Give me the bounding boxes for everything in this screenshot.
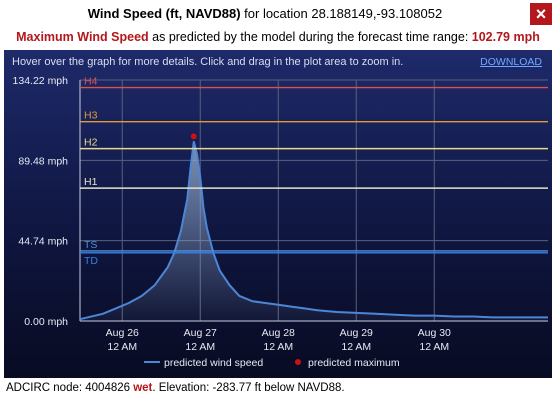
max-wind-text: as predicted by the model during the for… — [148, 30, 472, 44]
x-tick-time-3: 12 AM — [341, 341, 371, 353]
wind-speed-chart[interactable]: H4 H3 H2 H1 TS TD 0.00 mph 44.74 mph 89.48 mph 13… — [4, 50, 552, 378]
legend-label-wind-speed: predicted wind speed — [164, 357, 263, 369]
download-link[interactable]: DOWNLOAD — [480, 56, 542, 68]
x-tick-time-0: 12 AM — [107, 341, 137, 353]
wind-speed-area — [80, 141, 548, 321]
x-tick-date-1: Aug 27 — [184, 327, 217, 339]
x-tick-date-4: Aug 30 — [418, 327, 451, 339]
title-bar: Wind Speed (ft, NAVD88) for location 28.… — [0, 0, 556, 28]
threshold-label-td: TD — [84, 255, 98, 267]
x-tick-date-0: Aug 26 — [106, 327, 139, 339]
x-tick-time-1: 12 AM — [185, 341, 215, 353]
chart-panel[interactable]: Hover over the graph for more details. C… — [4, 50, 552, 378]
x-tick-time-4: 12 AM — [419, 341, 449, 353]
threshold-label-h3: H3 — [84, 110, 98, 122]
threshold-label-h1: H1 — [84, 176, 98, 188]
x-tick-time-2: 12 AM — [263, 341, 293, 353]
legend-swatch-max — [295, 359, 301, 365]
node-info: ADCIRC node: 4004826 wet. Elevation: -28… — [6, 382, 345, 394]
y-tick-label-2: 89.48 mph — [18, 155, 68, 167]
title-bold: Wind Speed (ft, NAVD88) — [87, 6, 241, 21]
wind-speed-line — [79, 141, 548, 321]
node-elevation: . Elevation: -283.77 ft below NAVD88. — [152, 382, 345, 394]
max-marker — [190, 133, 197, 140]
y-tick-label-3: 134.22 mph — [13, 75, 69, 87]
window-title: Wind Speed (ft, NAVD88) for location 28.… — [0, 6, 530, 21]
x-tick-date-3: Aug 29 — [340, 327, 373, 339]
y-tick-label-1: 44.74 mph — [18, 236, 68, 248]
max-wind-label: Maximum Wind Speed — [16, 30, 149, 44]
threshold-label-h4: H4 — [84, 76, 98, 88]
node-status: wet — [133, 382, 153, 394]
x-tick-date-2: Aug 28 — [262, 327, 295, 339]
threshold-label-ts: TS — [84, 239, 97, 251]
chart-hint: Hover over the graph for more details. C… — [12, 56, 404, 68]
title-location: for location 28.188149,-93.108052 — [240, 6, 443, 21]
node-prefix: ADCIRC node: 4004826 — [6, 382, 134, 394]
threshold-label-h2: H2 — [84, 137, 98, 149]
max-wind-summary: Maximum Wind Speed as predicted by the m… — [0, 30, 556, 44]
close-button[interactable]: × — [530, 3, 552, 25]
y-tick-label-0: 0.00 mph — [24, 316, 68, 328]
legend-label-maximum: predicted maximum — [308, 357, 400, 369]
max-wind-value: 102.79 mph — [471, 30, 540, 44]
